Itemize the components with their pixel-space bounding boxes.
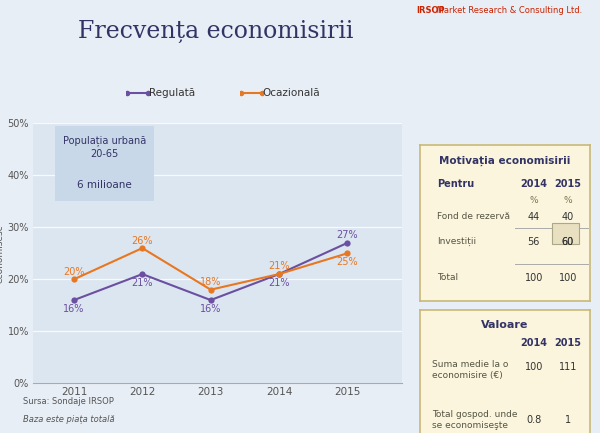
- Text: %: %: [563, 197, 572, 206]
- Text: Motivația economisirii: Motivația economisirii: [439, 156, 571, 166]
- Text: 27%: 27%: [337, 230, 358, 240]
- Text: Suma medie la o
economisire (€): Suma medie la o economisire (€): [432, 359, 508, 381]
- Text: Valoare: Valoare: [481, 320, 529, 330]
- Text: IRSOP: IRSOP: [416, 6, 445, 16]
- Text: Regulată: Regulată: [149, 88, 195, 98]
- Text: 20%: 20%: [63, 267, 85, 277]
- Text: 60: 60: [562, 237, 574, 247]
- Text: 2014: 2014: [520, 338, 547, 348]
- Text: Sursa: Sondaje IRSOP: Sursa: Sondaje IRSOP: [23, 397, 113, 407]
- FancyBboxPatch shape: [553, 223, 579, 244]
- Text: %: %: [529, 197, 538, 206]
- Text: 16%: 16%: [64, 304, 85, 313]
- Text: 2015: 2015: [554, 338, 581, 348]
- Text: 1: 1: [565, 415, 571, 425]
- Text: 2014: 2014: [520, 179, 547, 189]
- Text: 60: 60: [562, 237, 574, 247]
- Text: Populația urbană
20-65: Populația urbană 20-65: [63, 135, 146, 159]
- Text: Market Research & Consulting Ltd.: Market Research & Consulting Ltd.: [434, 6, 583, 16]
- Text: 18%: 18%: [200, 277, 221, 287]
- Text: Fond de rezervă: Fond de rezervă: [437, 212, 510, 221]
- Text: Baza este piața totală: Baza este piața totală: [23, 415, 115, 424]
- Text: 16%: 16%: [200, 304, 221, 313]
- Text: 100: 100: [524, 362, 543, 372]
- Text: Pentru: Pentru: [437, 179, 474, 189]
- Text: Frecvența economisirii: Frecvența economisirii: [79, 19, 353, 42]
- Text: 40: 40: [562, 212, 574, 222]
- Text: 25%: 25%: [337, 257, 358, 267]
- Text: 0.8: 0.8: [526, 415, 541, 425]
- Text: Ocazională: Ocazională: [263, 88, 320, 98]
- Text: Investiții: Investiții: [437, 237, 476, 246]
- Text: 2015: 2015: [554, 179, 581, 189]
- Text: 111: 111: [559, 362, 577, 372]
- Text: 6 milioane: 6 milioane: [77, 180, 132, 190]
- Text: Total gospod. unde
se economiseşte
(mil.): Total gospod. unde se economiseşte (mil.…: [432, 410, 517, 433]
- Text: 21%: 21%: [131, 278, 153, 288]
- Text: 44: 44: [527, 212, 540, 222]
- Text: 100: 100: [559, 273, 577, 283]
- Text: 21%: 21%: [268, 278, 290, 288]
- Text: 21%: 21%: [268, 262, 290, 271]
- Text: 26%: 26%: [131, 236, 153, 246]
- Y-axis label: Persoane care
economisesc: Persoane care economisesc: [0, 221, 5, 285]
- Text: 56: 56: [527, 237, 540, 247]
- Text: Total: Total: [437, 273, 458, 282]
- Text: 100: 100: [524, 273, 543, 283]
